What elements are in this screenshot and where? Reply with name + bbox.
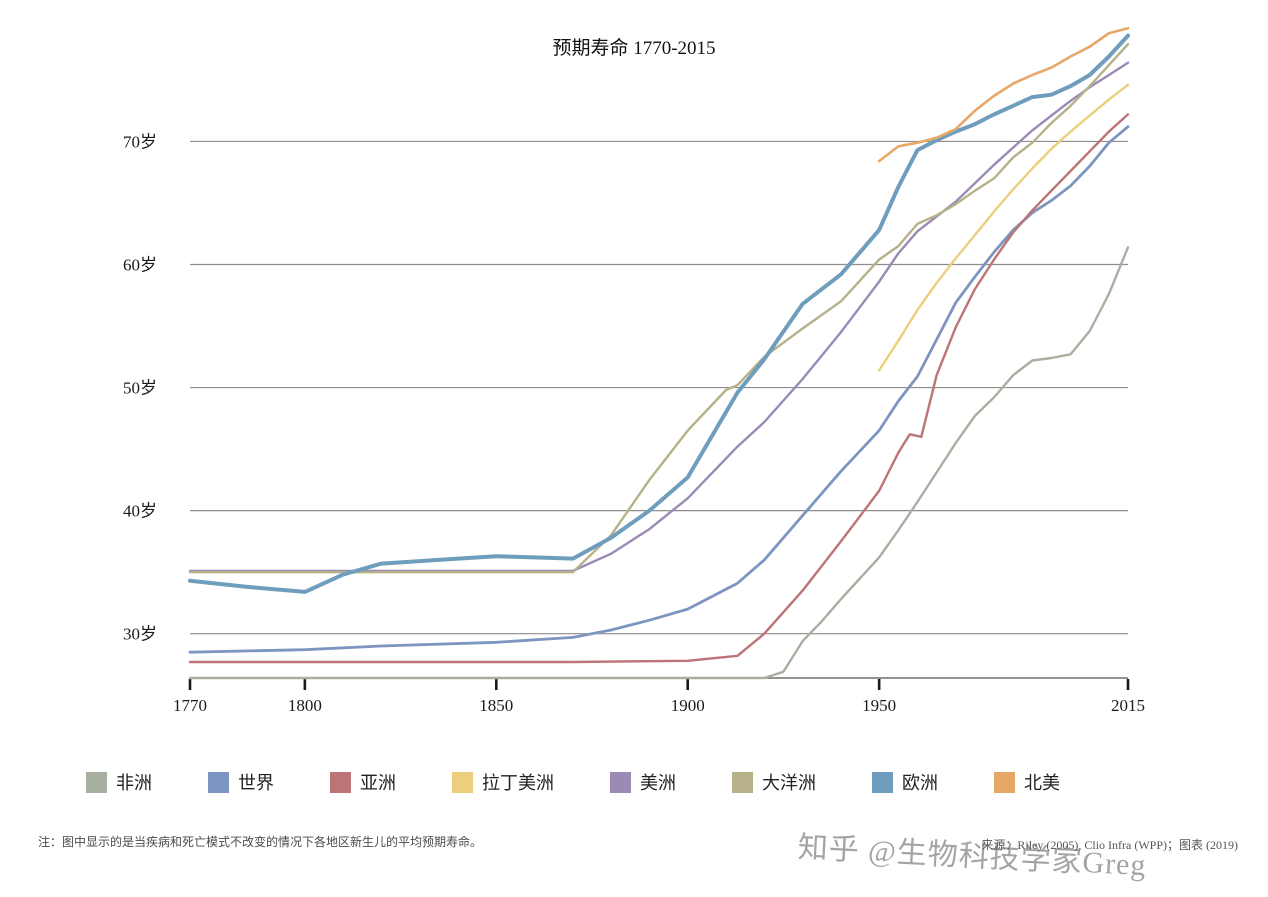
legend-label: 欧洲 bbox=[902, 773, 938, 793]
legend-item-europe: 欧洲 bbox=[872, 769, 938, 795]
legend-label: 北美 bbox=[1024, 773, 1060, 793]
series-line-americas bbox=[188, 61, 1130, 573]
legend-label: 拉丁美洲 bbox=[482, 773, 554, 793]
legend-label: 世界 bbox=[238, 773, 274, 793]
legend-item-latin-america: 拉丁美洲 bbox=[452, 769, 554, 795]
series-line-north-america bbox=[877, 26, 1130, 163]
legend-label: 非洲 bbox=[116, 773, 152, 793]
legend-item-north-america: 北美 bbox=[994, 769, 1060, 795]
series-line-europe bbox=[188, 33, 1130, 594]
series-line-africa bbox=[188, 246, 1130, 680]
chart-canvas: 30岁 40岁 50岁 60岁 70岁 1770 1800 1850 1900 1950 2015 bbox=[123, 26, 1145, 715]
legend-item-americas: 美洲 bbox=[610, 769, 676, 795]
chart-title: 预期寿命 1770-2015 bbox=[552, 38, 716, 59]
series-line-world bbox=[188, 125, 1130, 654]
series-line-oceania bbox=[188, 43, 1130, 574]
legend-swatch bbox=[452, 771, 473, 793]
x-axis-label: 1950 bbox=[862, 696, 896, 715]
y-axis-label: 40岁 bbox=[123, 502, 157, 521]
y-axis-label: 30岁 bbox=[123, 625, 157, 644]
chart-legend: 非洲 世界 亚洲 拉丁美洲 美洲 大洋洲 欧洲 北美 bbox=[86, 769, 1060, 795]
legend-swatch bbox=[610, 771, 631, 793]
x-axis-label: 1800 bbox=[288, 696, 322, 715]
legend-item-oceania: 大洋洲 bbox=[732, 769, 816, 795]
footnote: 注：图中显示的是当疾病和死亡模式不改变的情况下各地区新生儿的平均预期寿命。 bbox=[38, 835, 483, 849]
series-line-asia bbox=[188, 113, 1130, 664]
legend-swatch bbox=[872, 771, 893, 793]
legend-label: 大洋洲 bbox=[762, 773, 816, 793]
legend-label: 美洲 bbox=[640, 773, 676, 793]
legend-swatch bbox=[330, 771, 351, 793]
x-axis-label: 1850 bbox=[479, 696, 513, 715]
watermark: 知乎 @生物科技学家Greg bbox=[796, 831, 1148, 883]
legend-swatch bbox=[732, 771, 753, 793]
legend-swatch bbox=[208, 771, 229, 793]
x-axis-label: 1770 bbox=[173, 696, 207, 715]
y-axis-label: 70岁 bbox=[123, 132, 157, 151]
y-axis-label: 50岁 bbox=[123, 379, 157, 398]
x-axis-label: 1900 bbox=[671, 696, 705, 715]
legend-item-africa: 非洲 bbox=[86, 769, 152, 795]
legend-label: 亚洲 bbox=[360, 773, 396, 793]
legend-swatch bbox=[86, 771, 107, 793]
legend-swatch bbox=[994, 771, 1015, 793]
legend-item-asia: 亚洲 bbox=[330, 769, 396, 795]
y-axis-label: 60岁 bbox=[123, 256, 157, 275]
series-line-latin-america bbox=[877, 83, 1130, 372]
x-axis-label: 2015 bbox=[1111, 696, 1145, 715]
legend-item-world: 世界 bbox=[208, 769, 274, 795]
source-credit: 来源：Riley (2005), Clio Infra (WPP)；图表 (20… bbox=[981, 838, 1238, 852]
